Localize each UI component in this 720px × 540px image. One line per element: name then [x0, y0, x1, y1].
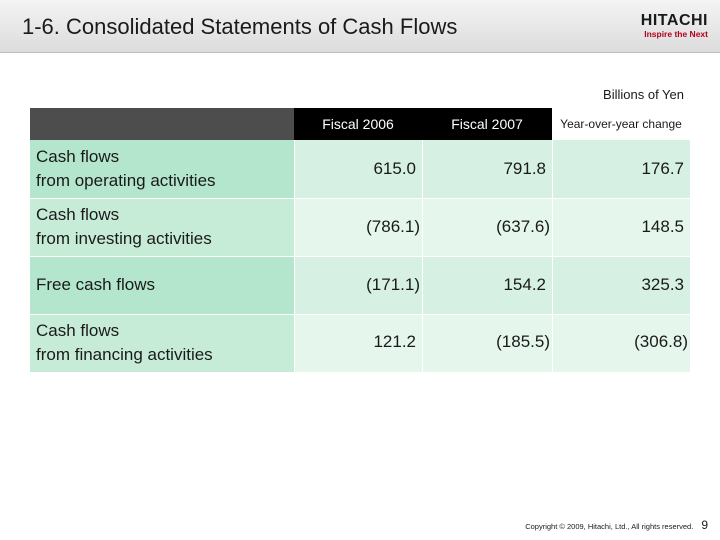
table-cell: (185.5)	[422, 314, 552, 372]
slide-footer: Copyright © 2009, Hitachi, Ltd., All rig…	[525, 518, 708, 532]
unit-label: Billions of Yen	[603, 87, 684, 102]
slide-header: 1-6. Consolidated Statements of Cash Flo…	[0, 0, 720, 53]
table-cell: (786.1)	[294, 198, 422, 256]
row-label-line-2: from investing activities	[36, 229, 212, 248]
table-cell: 148.5	[552, 198, 690, 256]
row-divider	[30, 198, 690, 199]
row-label-line-2: from operating activities	[36, 171, 216, 190]
column-header-fiscal-2007: Fiscal 2007	[422, 108, 552, 140]
table-cell: 121.2	[294, 314, 422, 372]
table-cell: (171.1)	[294, 256, 422, 314]
slide-title: 1-6. Consolidated Statements of Cash Flo…	[22, 14, 458, 39]
copyright-notice: Copyright © 2009, Hitachi, Ltd., All rig…	[525, 522, 694, 531]
column-header-fiscal-2006: Fiscal 2006	[294, 108, 422, 140]
column-header-yoy-change: Year-over-year change	[552, 108, 690, 140]
table-cell: 791.8	[422, 140, 552, 198]
table-cell: 176.7	[552, 140, 690, 198]
row-label-line-1: Cash flows	[36, 147, 120, 166]
table-row-label-free-cash-flows: Free cash flows	[30, 256, 294, 314]
row-label-line-2: from financing activities	[36, 345, 213, 364]
table-row-label-investing: Cash flows from investing activities	[30, 198, 294, 256]
table-cell: (306.8)	[552, 314, 690, 372]
row-label-line-1: Cash flows	[36, 205, 120, 224]
table-row-label-operating: Cash flows from operating activities	[30, 140, 294, 198]
logo-wordmark: HITACHI	[640, 12, 708, 29]
hitachi-logo: HITACHI Inspire the Next	[641, 13, 708, 40]
table-cell: 615.0	[294, 140, 422, 198]
row-divider	[30, 314, 690, 315]
table-cell: 154.2	[422, 256, 552, 314]
row-label-line-1: Cash flows	[36, 321, 120, 340]
logo-tagline: Inspire the Next	[644, 29, 708, 39]
page-number: 9	[701, 518, 708, 532]
table-cell: (637.6)	[422, 198, 552, 256]
row-divider	[30, 256, 690, 257]
table-cell: 325.3	[552, 256, 690, 314]
row-label-line-1: Free cash flows	[36, 275, 156, 294]
table-row-label-financing: Cash flows from financing activities	[30, 314, 294, 372]
table-header-blank	[30, 108, 294, 140]
